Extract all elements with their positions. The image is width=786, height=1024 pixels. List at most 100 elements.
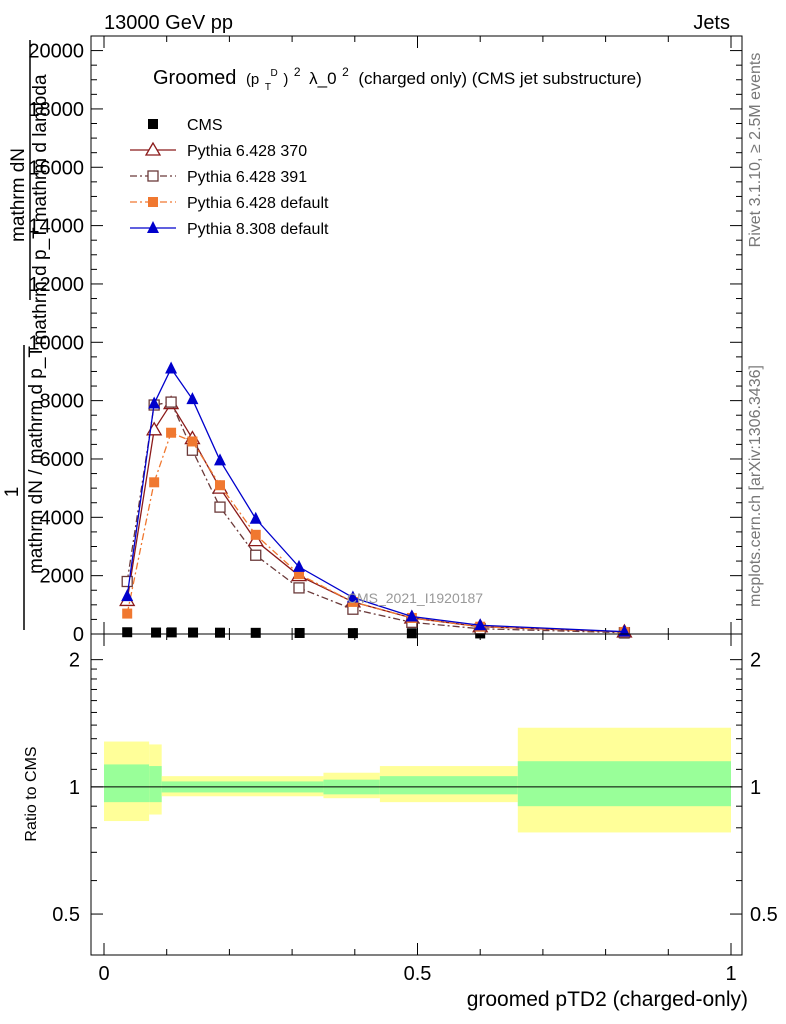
mcplots-label: mcplots.cern.ch [arXiv:1306.3436] bbox=[747, 365, 764, 607]
main-series bbox=[119, 361, 633, 639]
svg-text:Groomed (p T: Groomed (p T D ) 2 λ_0 2 (charged only) … bbox=[153, 59, 642, 95]
legend-marker bbox=[147, 170, 159, 182]
main-y-tick-label: 14000 bbox=[28, 216, 84, 238]
series-point bbox=[187, 436, 198, 447]
ylabel-line-4: mathrm dN / mathrm d p_T bbox=[26, 346, 47, 574]
ratio-y-tick-label-right: 0.5 bbox=[750, 904, 778, 926]
ratio-stat-band bbox=[517, 761, 731, 807]
series-point bbox=[165, 361, 178, 374]
main-y-ticks: 0 2000 4000 6000 8000 10000 12000 14000 16000 180… bbox=[28, 41, 742, 646]
main-y-tick-label: 18000 bbox=[28, 99, 84, 121]
rivet-label: Rivet 3.1.10, ≥ 2.5M events bbox=[747, 53, 764, 248]
ratio-y-tick-label-right: 2 bbox=[750, 650, 761, 672]
title-close: ) bbox=[283, 71, 288, 88]
main-y-tick-label: 20000 bbox=[28, 41, 84, 63]
title-lead: Groomed bbox=[153, 67, 236, 89]
main-y-tick-label: 10000 bbox=[28, 332, 84, 354]
series-point bbox=[250, 549, 262, 561]
legend-marker bbox=[144, 141, 162, 156]
ratio-stat-band bbox=[104, 764, 150, 803]
ylabel-line-2: mathrm d p_T mathrm d lambda bbox=[30, 74, 51, 345]
series-point bbox=[148, 396, 161, 409]
legend-item: Pythia 6.428 default bbox=[130, 195, 329, 212]
series-point bbox=[149, 477, 160, 488]
main-y-tick-label: 16000 bbox=[28, 157, 84, 179]
main-y-tick-label: 6000 bbox=[40, 449, 85, 471]
series-point bbox=[214, 627, 225, 638]
legend-label: Pythia 8.308 default bbox=[187, 221, 329, 238]
title-tail: (charged only) (CMS jet substructure) bbox=[358, 69, 641, 88]
ratio-stat-band bbox=[379, 776, 518, 795]
ylabel-line-1: mathrm dN bbox=[8, 148, 29, 242]
series-point bbox=[166, 427, 177, 438]
main-y-tick-label: 2000 bbox=[40, 566, 85, 588]
series-point bbox=[405, 609, 418, 622]
series-point bbox=[293, 569, 304, 580]
series-point bbox=[250, 529, 261, 540]
legend-label: Pythia 6.428 391 bbox=[187, 169, 307, 186]
main-y-tick-label: 4000 bbox=[40, 507, 85, 529]
energy-label: 13000 GeV pp bbox=[104, 12, 233, 34]
main-y-tick-label: 0 bbox=[73, 624, 84, 646]
legend: CMS Pythia 6.428 370 Pythia 6.428 391 Pythi… bbox=[130, 117, 329, 238]
legend-marker bbox=[148, 197, 158, 207]
series-point bbox=[250, 627, 261, 638]
series-point bbox=[293, 582, 305, 594]
title-exp1: 2 bbox=[294, 65, 301, 79]
x-tick-label: 1 bbox=[725, 963, 736, 985]
series-point bbox=[165, 396, 177, 408]
ratio-panel: 0.5 0.51 12 2 0 0.5 1 Ratio to CMS groomed pT… bbox=[23, 633, 778, 1011]
main-x-ticks bbox=[103, 36, 732, 634]
series-point bbox=[214, 480, 225, 491]
ratio-frame bbox=[90, 633, 743, 956]
ratio-x-ticks: 0 0.5 1 bbox=[98, 634, 737, 985]
ratio-y-ticks: 0.5 0.5 1 1 2 2 bbox=[52, 650, 778, 926]
main-y-tick-label: 8000 bbox=[40, 391, 85, 413]
series-line bbox=[126, 431, 625, 633]
analysis-id-label: CMS_2021_I1920187 bbox=[347, 590, 483, 606]
ratio-stat-band bbox=[149, 766, 162, 803]
title-lambda: λ_0 bbox=[309, 69, 336, 88]
legend-label: Pythia 6.428 default bbox=[187, 195, 329, 212]
series-point bbox=[151, 627, 162, 638]
series-point bbox=[249, 511, 262, 524]
legend-marker bbox=[147, 221, 159, 233]
series-point bbox=[121, 589, 134, 602]
title-sup: D bbox=[271, 68, 278, 79]
main-y-label: mathrm dN mathrm d p_T mathrm d lambda 1… bbox=[2, 40, 51, 630]
series-point bbox=[406, 628, 417, 639]
x-axis-label: groomed pTD2 (charged-only) bbox=[467, 988, 748, 1011]
series-point bbox=[122, 627, 133, 638]
ratio-y-tick-label: 0.5 bbox=[52, 904, 80, 926]
series-point bbox=[292, 559, 305, 572]
ylabel-line-3: 1 bbox=[2, 487, 23, 498]
series-point bbox=[186, 392, 199, 405]
title-sub: T bbox=[265, 82, 271, 93]
main-panel: 0 2000 4000 6000 8000 10000 12000 14000 16000 180… bbox=[2, 35, 743, 646]
legend-item: Pythia 6.428 370 bbox=[130, 141, 307, 160]
title-exp2: 2 bbox=[342, 65, 349, 79]
legend-item: Pythia 6.428 391 bbox=[130, 169, 307, 186]
ratio-y-tick-label-right: 1 bbox=[750, 777, 761, 799]
series-point bbox=[166, 627, 177, 638]
ratio-y-label: Ratio to CMS bbox=[23, 746, 40, 841]
ratio-bands bbox=[104, 727, 731, 833]
series-point bbox=[188, 627, 199, 638]
series-point bbox=[122, 608, 133, 619]
legend-marker bbox=[148, 119, 158, 129]
x-tick-label: 0.5 bbox=[404, 963, 432, 985]
series-point bbox=[214, 501, 226, 513]
series-point bbox=[346, 590, 359, 603]
title-p: (p bbox=[246, 71, 259, 88]
series-point bbox=[213, 453, 226, 466]
ratio-y-tick-label: 1 bbox=[69, 777, 80, 799]
main-y-tick-label: 12000 bbox=[28, 274, 84, 296]
series-point bbox=[294, 627, 305, 638]
legend-label: Pythia 6.428 370 bbox=[187, 143, 307, 160]
x-tick-label: 0 bbox=[98, 963, 109, 985]
series-point bbox=[474, 618, 487, 631]
series-point bbox=[347, 628, 358, 639]
plot-title: Groomed (p T D ) 2 λ_0 2 (charged only) … bbox=[153, 59, 642, 95]
legend-label: CMS bbox=[187, 117, 223, 134]
